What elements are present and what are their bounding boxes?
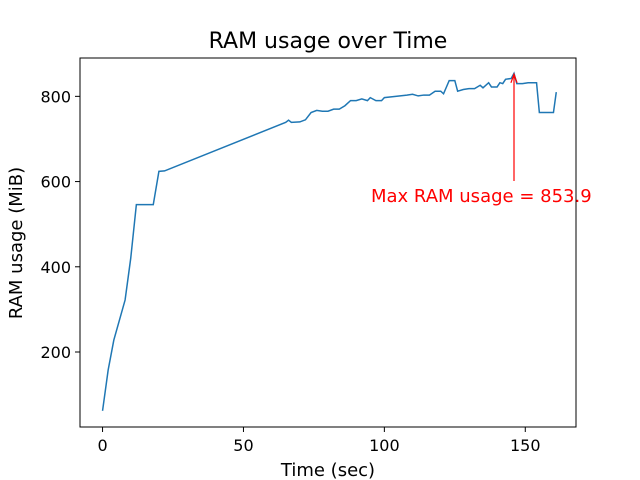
x-tick-label: 150 — [510, 436, 541, 455]
annotation-arrowhead — [510, 72, 518, 84]
y-tick-label: 200 — [40, 343, 71, 362]
y-tick-label: 800 — [40, 87, 71, 106]
plot-frame — [79, 57, 577, 428]
x-axis-label: Time (sec) — [280, 460, 375, 480]
y-tick-label: 600 — [40, 173, 71, 192]
y-axis-label: RAM usage (MiB) — [6, 167, 27, 319]
x-tick-label: 100 — [369, 436, 400, 455]
y-tick-label: 400 — [40, 258, 71, 277]
annotation-text: Max RAM usage = 853.9 — [371, 186, 592, 207]
data-line — [101, 71, 558, 411]
x-tick-label: 50 — [233, 436, 253, 455]
chart-title: RAM usage over Time — [209, 29, 448, 54]
x-tick-label: 0 — [97, 436, 107, 455]
